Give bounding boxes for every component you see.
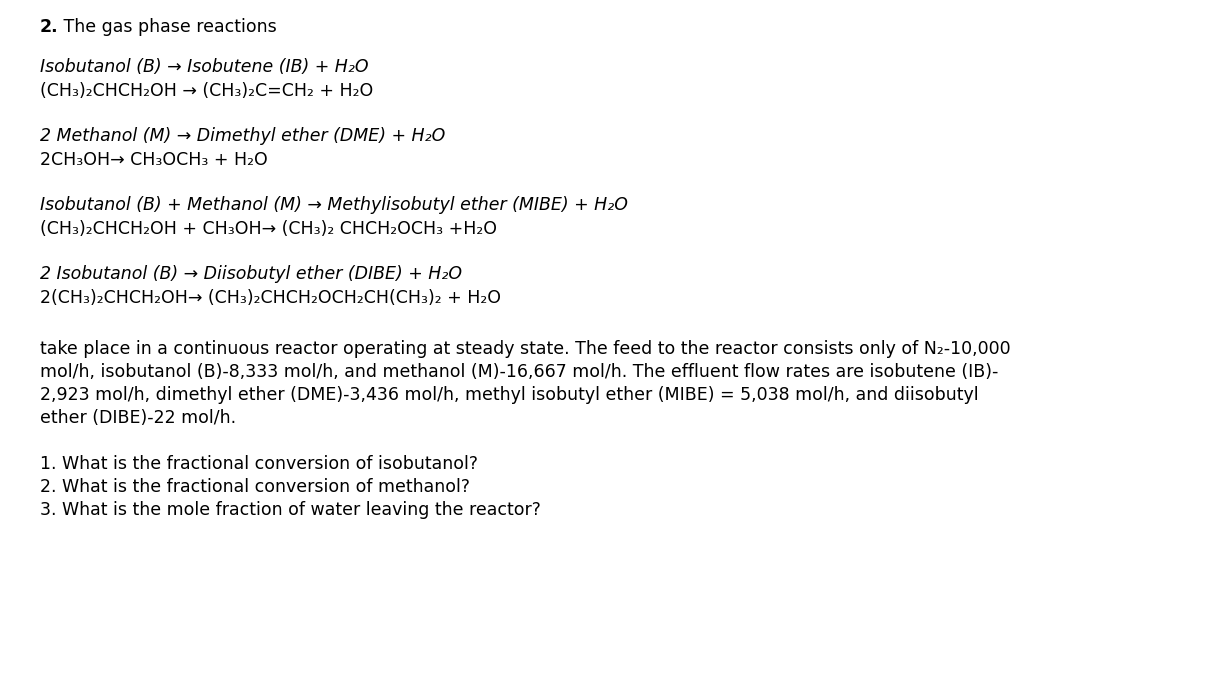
Text: The gas phase reactions: The gas phase reactions xyxy=(58,18,276,36)
Text: Isobutanol (B) + Methanol (M) → Methylisobutyl ether (MIBE) + H₂O: Isobutanol (B) + Methanol (M) → Methylis… xyxy=(41,196,628,214)
Text: Isobutanol (B) → Isobutene (IB) + H₂O: Isobutanol (B) → Isobutene (IB) + H₂O xyxy=(41,58,368,76)
Text: take place in a continuous reactor operating at steady state. The feed to the re: take place in a continuous reactor opera… xyxy=(41,340,1011,358)
Text: (CH₃)₂CHCH₂OH → (CH₃)₂C=CH₂ + H₂O: (CH₃)₂CHCH₂OH → (CH₃)₂C=CH₂ + H₂O xyxy=(41,82,373,100)
Text: (CH₃)₂CHCH₂OH + CH₃OH→ (CH₃)₂ CHCH₂OCH₃ +H₂O: (CH₃)₂CHCH₂OH + CH₃OH→ (CH₃)₂ CHCH₂OCH₃ … xyxy=(41,220,497,238)
Text: 2,923 mol/h, dimethyl ether (DME)-3,436 mol/h, methyl isobutyl ether (MIBE) = 5,: 2,923 mol/h, dimethyl ether (DME)-3,436 … xyxy=(41,386,979,404)
Text: 2(CH₃)₂CHCH₂OH→ (CH₃)₂CHCH₂OCH₂CH(CH₃)₂ + H₂O: 2(CH₃)₂CHCH₂OH→ (CH₃)₂CHCH₂OCH₂CH(CH₃)₂ … xyxy=(41,289,501,307)
Text: 1. What is the fractional conversion of isobutanol?: 1. What is the fractional conversion of … xyxy=(41,455,478,473)
Text: 2 Isobutanol (B) → Diisobutyl ether (DIBE) + H₂O: 2 Isobutanol (B) → Diisobutyl ether (DIB… xyxy=(41,265,462,283)
Text: 2CH₃OH→ CH₃OCH₃ + H₂O: 2CH₃OH→ CH₃OCH₃ + H₂O xyxy=(41,151,268,169)
Text: ether (DIBE)-22 mol/h.: ether (DIBE)-22 mol/h. xyxy=(41,409,236,427)
Text: 2 Methanol (M) → Dimethyl ether (DME) + H₂O: 2 Methanol (M) → Dimethyl ether (DME) + … xyxy=(41,127,446,145)
Text: 3. What is the mole fraction of water leaving the reactor?: 3. What is the mole fraction of water le… xyxy=(41,501,540,519)
Text: 2.: 2. xyxy=(41,18,59,36)
Text: mol/h, isobutanol (B)-8,333 mol/h, and methanol (M)-16,667 mol/h. The effluent f: mol/h, isobutanol (B)-8,333 mol/h, and m… xyxy=(41,363,998,381)
Text: 2. What is the fractional conversion of methanol?: 2. What is the fractional conversion of … xyxy=(41,478,470,496)
